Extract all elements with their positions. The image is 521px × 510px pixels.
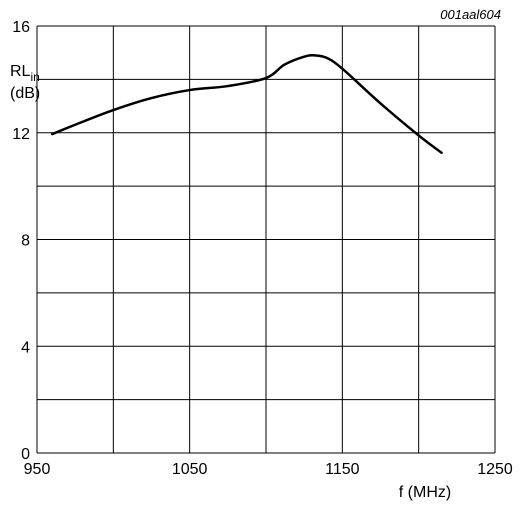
y-tick-label: 12 [12,126,30,143]
y-tick-label: 8 [21,233,30,250]
y-axis-title: RLin [10,63,40,84]
x-axis-title: f (MHz) [399,484,451,501]
grid [36,25,496,454]
y-axis-label-main: RL [10,63,31,80]
series-line [51,54,443,155]
series-layer [51,54,443,155]
y-axis-label-subscript: in [30,70,39,84]
y-tick-label: 0 [21,446,30,463]
y-tick-label: 4 [21,339,30,356]
x-tick-label: 1150 [325,461,360,478]
x-tick-label: 950 [24,461,51,478]
x-tick-label: 1050 [172,461,208,478]
y-tick-label: 16 [12,19,30,36]
tick-labels: 0 4 8 12 16 950 1050 1150 1250 [12,19,513,478]
y-axis-unit: (dB) [10,85,40,102]
figure-id: 001aal604 [440,7,501,22]
x-tick-label: 1250 [477,461,513,478]
